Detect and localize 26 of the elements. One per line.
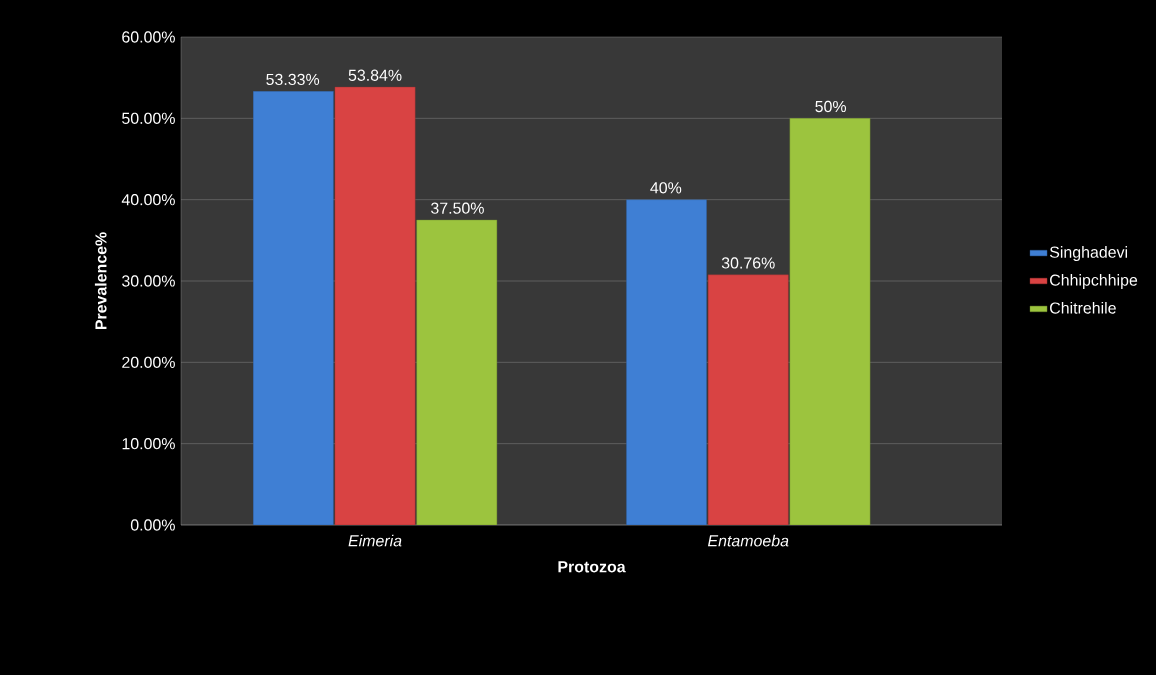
data-label: 37.50% — [431, 202, 484, 214]
data-label: 53.84% — [348, 69, 402, 81]
legend-label: Singhadevi — [1049, 246, 1128, 261]
y-axis-title: Prevalence% — [94, 232, 107, 330]
y-tick-label: 0.00% — [130, 519, 175, 531]
data-label: 53.33% — [266, 73, 320, 86]
bar — [707, 274, 789, 525]
bar — [626, 199, 707, 525]
y-tick-label: 50.00% — [122, 112, 175, 124]
data-label: 50% — [815, 100, 847, 113]
x-tick-label: Entamoeba — [707, 534, 789, 547]
y-tick-label: 20.00% — [122, 356, 175, 368]
y-tick-label: 60.00% — [122, 31, 175, 43]
legend-label: Chitrehile — [1050, 301, 1116, 314]
y-tick-label: 40.00% — [121, 194, 175, 206]
y-tick-label: 10.00% — [122, 438, 175, 450]
bar — [334, 86, 416, 525]
data-label: 40% — [650, 182, 682, 194]
bar — [416, 219, 498, 525]
y-tick-label: 30.00% — [122, 275, 175, 287]
legend-label: Chhipchhipe — [1050, 274, 1138, 289]
bar — [789, 118, 871, 525]
bar — [253, 91, 334, 525]
x-axis-title: Protozoa — [558, 561, 626, 573]
data-label: 30.76% — [721, 257, 775, 269]
x-tick-label: Eimeria — [348, 534, 402, 547]
